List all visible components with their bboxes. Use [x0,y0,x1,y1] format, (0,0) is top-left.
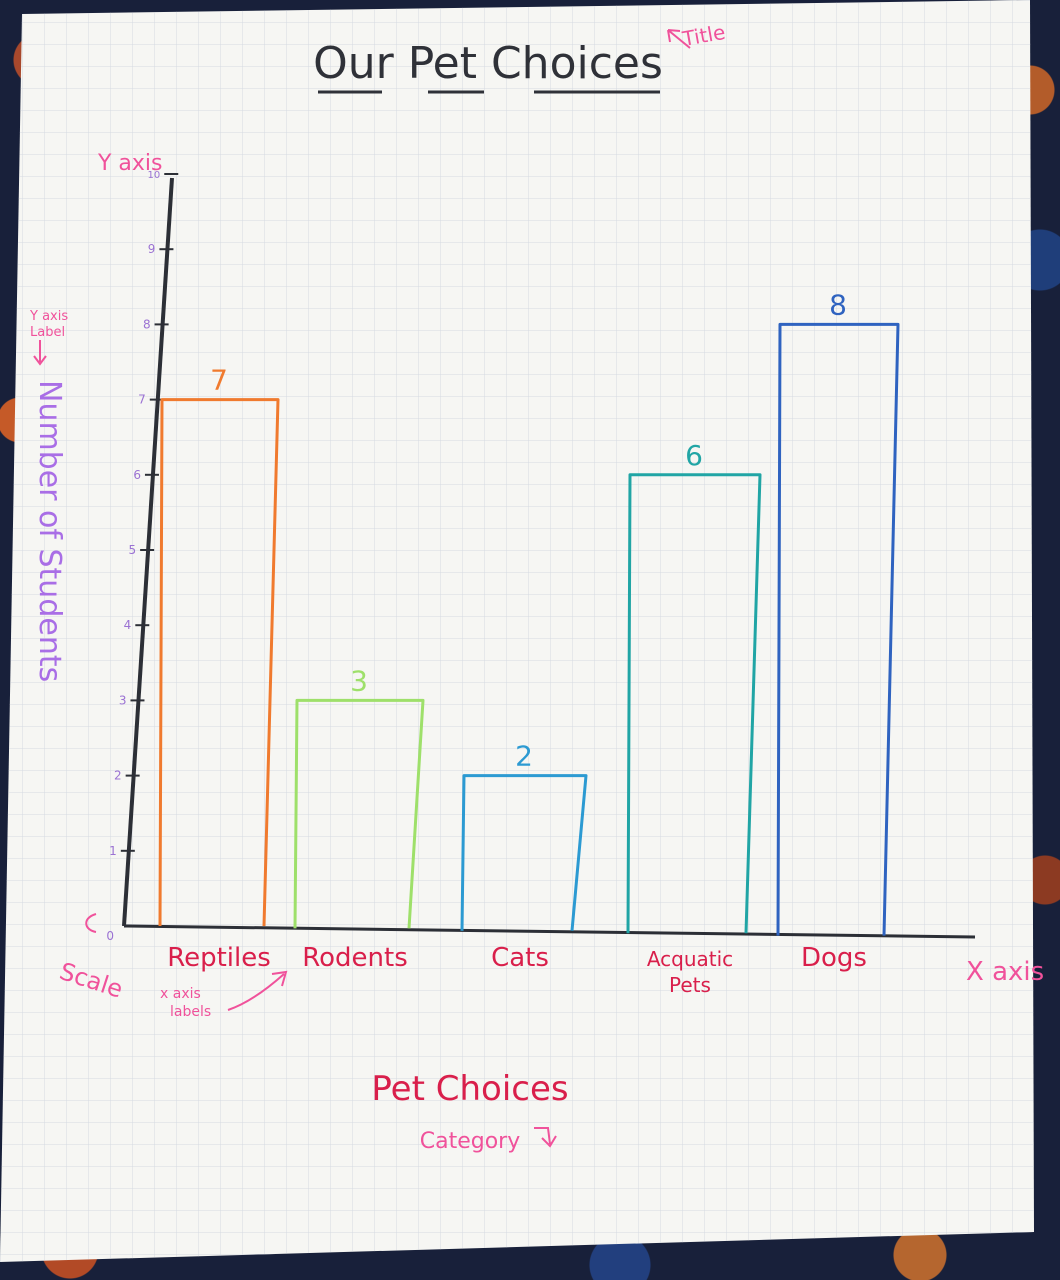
x-axis-line [123,924,976,939]
bar-value-label: 8 [829,288,847,321]
y-tick-label: 5 [128,543,136,557]
x-axis-annotation: X axis [966,957,1044,987]
x-axis-title: Pet Choices [371,1069,568,1109]
bars [158,322,900,936]
scale-curl-icon [85,913,97,933]
bar [776,322,900,936]
x-labels-arrow-icon [227,970,288,1011]
value-labels: 7 3 2 6 8 [210,288,847,772]
y-axis-annotation: Y axis [97,151,163,176]
x-tick-label: Pets [669,973,711,997]
y-tick-label: 1 [109,844,117,858]
bar [460,774,588,931]
x-tick-label: Cats [491,943,549,973]
y-tick-label: 4 [124,618,132,632]
y-tick-label: 9 [148,242,156,256]
y-axis-line [122,177,174,927]
bar-value-label: 3 [350,664,368,697]
y-tick-label: 8 [143,317,151,331]
chart-title: Our Pet Choices [313,38,663,89]
bar-value-label: 6 [685,439,703,472]
x-tick-label: Rodents [302,943,408,973]
x-tick-label: Reptiles [167,943,271,973]
y-label-annotation-line2: Label [30,325,65,340]
paper-sheet [0,0,1034,1262]
x-labels-annotation-line2: labels [170,1004,211,1020]
x-tick-label: Acquatic [647,947,733,971]
y-tick-label: 6 [133,468,141,482]
bar-value-label: 7 [210,364,228,397]
y-tick-label: 0 [106,929,114,943]
bar [158,398,280,927]
x-tick-label: Dogs [801,943,867,973]
bar [626,473,762,934]
y-tick-label: 2 [114,769,122,783]
x-labels-annotation-line1: x axis [160,986,201,1002]
y-label-arrow-icon [33,340,47,366]
title-arrow-icon [667,29,691,49]
y-tick-label: 3 [119,693,127,707]
y-tick-label: 10 [148,170,161,181]
category-arrow-icon [534,1127,557,1148]
y-axis: 0 1 2 3 4 5 6 7 8 9 10 [106,170,179,943]
bar [293,698,425,929]
bar-value-label: 2 [515,740,533,773]
category-annotation: Category [420,1129,521,1154]
y-axis-ticks: 0 1 2 3 4 5 6 7 8 9 10 [106,170,179,943]
y-tick-label: 7 [138,393,146,407]
y-label-annotation-line1: Y axis [29,309,68,324]
y-axis-title: Number of Students [32,380,67,682]
